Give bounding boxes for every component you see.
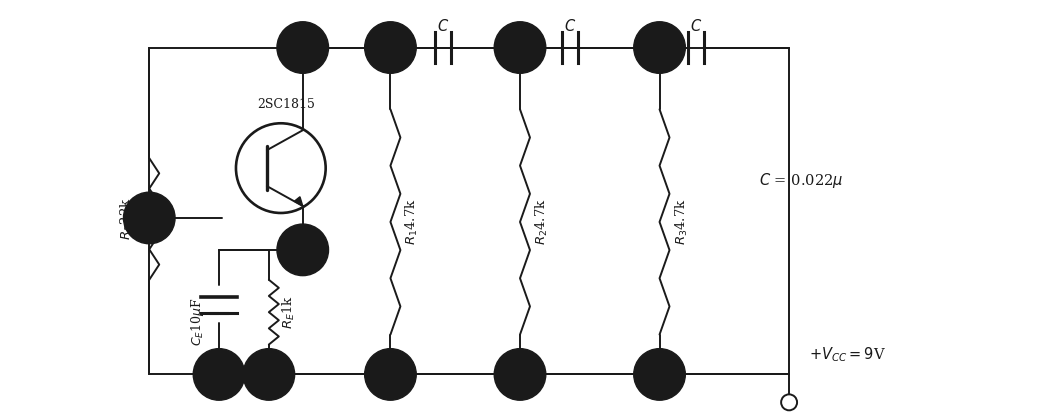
Circle shape: [494, 22, 545, 74]
Circle shape: [277, 224, 328, 275]
Text: $C$ = 0.022$\mu$: $C$ = 0.022$\mu$: [760, 171, 843, 190]
Text: $C$: $C$: [691, 18, 702, 33]
Text: $R_B$22k: $R_B$22k: [119, 197, 136, 240]
Circle shape: [365, 349, 416, 400]
Text: $R_1$4.7k: $R_1$4.7k: [404, 199, 420, 245]
Text: $+V_{CC}=9$V: $+V_{CC}=9$V: [809, 345, 886, 364]
Text: $R_3$4.7k: $R_3$4.7k: [673, 199, 690, 245]
Text: $C$: $C$: [563, 18, 576, 33]
Circle shape: [633, 22, 686, 74]
Circle shape: [633, 349, 686, 400]
Text: 2SC1815: 2SC1815: [257, 98, 315, 112]
Text: $R_E$1k: $R_E$1k: [281, 295, 297, 329]
Circle shape: [123, 192, 175, 244]
Polygon shape: [295, 197, 303, 206]
Text: $C_E$10$\mu$F: $C_E$10$\mu$F: [188, 298, 206, 347]
Circle shape: [494, 349, 545, 400]
Text: $R_2$4.7k: $R_2$4.7k: [534, 199, 550, 245]
Circle shape: [365, 22, 416, 74]
Text: $C$: $C$: [437, 18, 449, 33]
Circle shape: [193, 349, 245, 400]
Circle shape: [243, 349, 295, 400]
Circle shape: [277, 22, 328, 74]
